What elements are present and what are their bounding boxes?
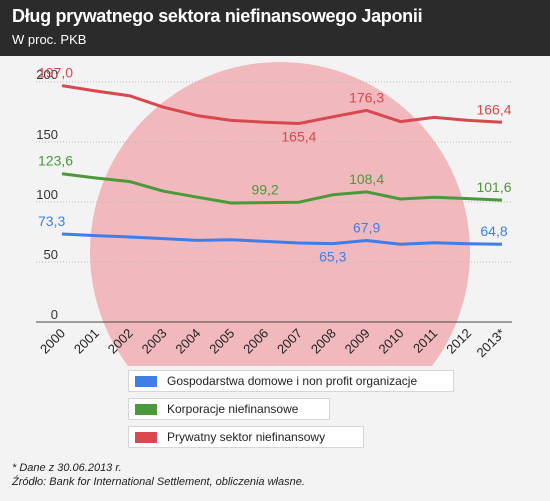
series-line [61,172,503,205]
data-label: 64,8 [480,223,507,239]
legend-item-corporations: Korporacje niefinansowe [128,398,330,420]
data-label: 101,6 [476,179,511,195]
legend-swatch-households [135,375,157,387]
legend-item-households: Gospodarstwa domowe i non profit organiz… [128,370,454,392]
legend-item-private: Prywatny sektor niefinansowy [128,426,364,448]
footnote-source: Źródło: Bank for International Settlemen… [12,476,305,488]
background-sun [90,62,470,366]
data-label: 108,4 [349,171,384,187]
legend-label: Korporacje niefinansowe [167,402,299,416]
x-tick-label: 2013* [473,326,508,361]
y-tick-label: 0 [51,307,58,322]
y-tick-label: 100 [36,187,58,202]
data-label: 123,6 [38,153,73,169]
y-tick-label: 150 [36,127,58,142]
data-label: 67,9 [353,220,380,236]
data-label: 165,4 [281,129,316,145]
legend-swatch-private [135,431,157,443]
data-label: 166,4 [476,101,511,117]
chart-title: Dług prywatnego sektora niefinansowego J… [12,6,423,26]
data-label: 197,0 [38,65,73,81]
x-tick-label: 2000 [37,326,68,357]
data-label: 65,3 [319,249,346,265]
legend-label: Gospodarstwa domowe i non profit organiz… [167,374,418,388]
y-tick-label: 50 [44,247,58,262]
legend: Gospodarstwa domowe i non profit organiz… [128,370,454,454]
data-label: 176,3 [349,89,384,105]
series-line [61,84,503,125]
x-tick-label: 2001 [71,326,102,357]
footnote-date: * Dane z 30.06.2013 r. [12,462,122,474]
footnote: * Dane z 30.06.2013 r. Źródło: Bank for … [12,461,305,489]
series-line [61,232,503,246]
legend-label: Prywatny sektor niefinansowy [167,430,326,444]
header-bar: Dług prywatnego sektora niefinansowego J… [0,0,550,56]
y-tick-label: 200 [36,67,58,82]
data-label: 99,2 [251,182,278,198]
chart-subtitle: W proc. PKB [12,32,87,47]
data-label: 73,3 [38,213,65,229]
legend-swatch-corporations [135,403,157,415]
